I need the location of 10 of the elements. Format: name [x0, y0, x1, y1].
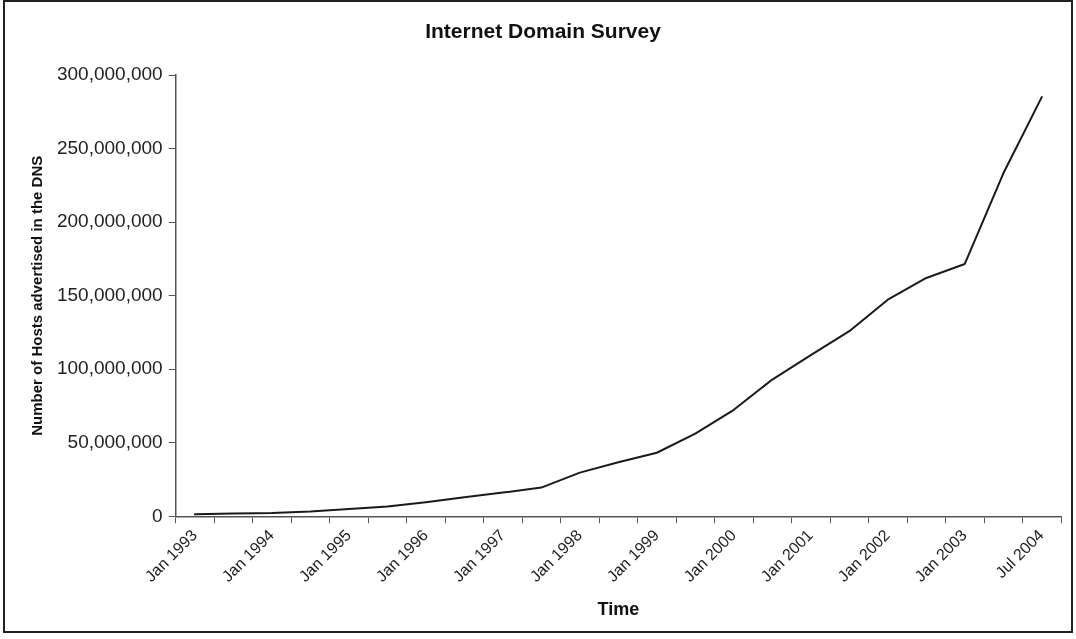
y-tick-label: 150,000,000 — [56, 283, 163, 305]
y-tick-label: 300,000,000 — [56, 63, 163, 85]
y-tick-label: 50,000,000 — [67, 430, 163, 452]
y-tick-label: 100,000,000 — [56, 357, 163, 379]
y-tick-label: 200,000,000 — [56, 210, 163, 232]
y-axis-title: Number of Hosts advertised in the DNS — [28, 155, 46, 436]
x-axis-title: Time — [597, 599, 640, 620]
chart-title: Internet Domain Survey — [425, 19, 662, 43]
y-tick-label: 0 — [152, 504, 163, 526]
y-tick-label: 250,000,000 — [56, 136, 163, 158]
